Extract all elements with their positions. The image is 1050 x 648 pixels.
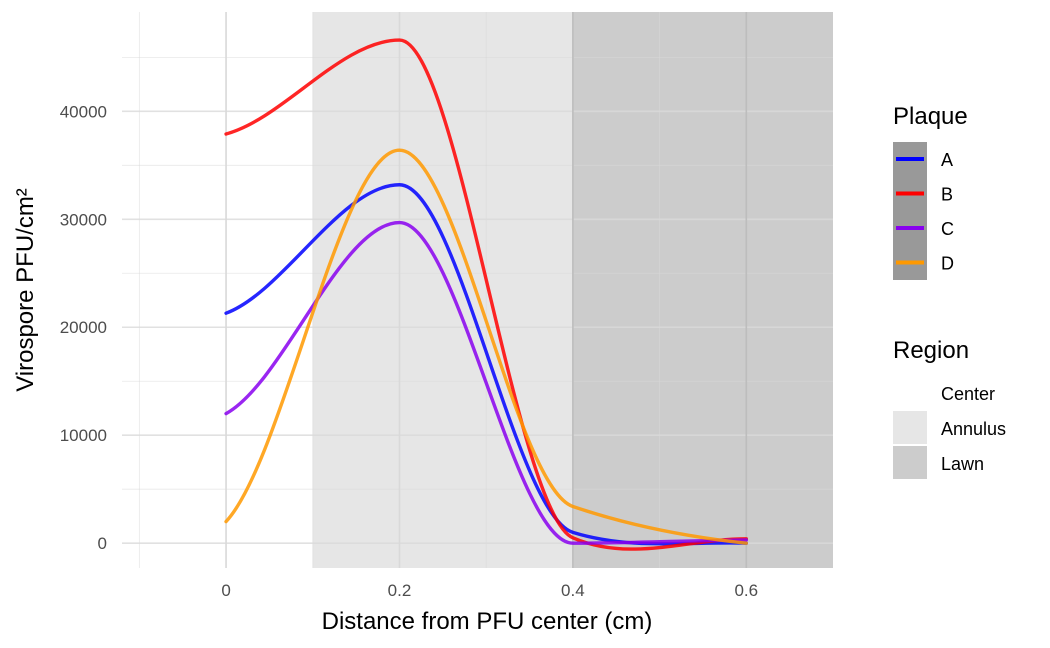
legend-region-title: Region	[893, 337, 969, 364]
legend-label-b: B	[941, 185, 953, 205]
legend-swatch-lawn	[893, 446, 927, 479]
legend-label-center: Center	[941, 384, 995, 404]
region-annulus	[312, 12, 573, 568]
y-axis-title: Virospore PFU/cm²	[12, 188, 39, 392]
region-lawn	[572, 12, 833, 568]
y-tick-label: 40000	[60, 102, 107, 121]
x-axis-title: Distance from PFU center (cm)	[322, 608, 653, 635]
y-tick-label: 30000	[60, 210, 107, 229]
legend-label-c: C	[941, 219, 954, 239]
series-line-b	[224, 38, 748, 551]
legend-plaque-key-background	[893, 142, 927, 280]
region-backgrounds	[122, 12, 833, 568]
region-center	[122, 12, 313, 568]
legend-label-lawn: Lawn	[941, 454, 984, 474]
gridlines	[122, 12, 833, 568]
legend-label-d: D	[941, 254, 954, 274]
legend-region: Region Center Annulus Lawn	[893, 337, 1006, 479]
x-tick-label: 0	[221, 581, 230, 600]
series-line-d	[224, 148, 748, 545]
y-tick-labels: 0 10000 20000 30000 40000	[60, 102, 107, 553]
legend-label-a: A	[941, 150, 953, 170]
legend-plaque-title: Plaque	[893, 103, 968, 130]
y-tick-label: 0	[98, 534, 107, 553]
legend-label-annulus: Annulus	[941, 419, 1006, 439]
series-lines	[224, 38, 748, 551]
x-tick-label: 0.2	[388, 581, 412, 600]
x-tick-label: 0.6	[734, 581, 758, 600]
x-tick-label: 0.4	[561, 581, 585, 600]
legend-swatch-annulus	[893, 411, 927, 444]
legend-swatch-center	[893, 376, 927, 409]
y-tick-label: 20000	[60, 318, 107, 337]
x-tick-labels: 0 0.2 0.4 0.6	[221, 581, 758, 600]
y-tick-label: 10000	[60, 426, 107, 445]
series-line-c	[224, 220, 748, 545]
